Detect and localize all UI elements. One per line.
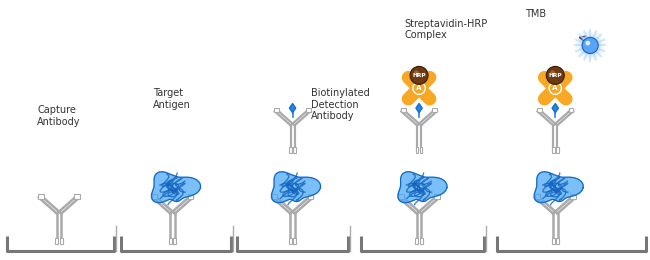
FancyBboxPatch shape (420, 238, 423, 244)
FancyBboxPatch shape (416, 147, 419, 153)
Text: A: A (416, 85, 422, 91)
Text: HRP: HRP (412, 73, 426, 78)
Text: TMB: TMB (525, 9, 547, 19)
Circle shape (576, 31, 604, 60)
Polygon shape (151, 172, 201, 203)
FancyBboxPatch shape (306, 108, 311, 112)
FancyBboxPatch shape (434, 194, 440, 199)
Circle shape (586, 41, 590, 46)
Circle shape (549, 82, 562, 94)
FancyBboxPatch shape (152, 194, 157, 199)
Polygon shape (534, 172, 583, 203)
Circle shape (546, 66, 564, 84)
Polygon shape (416, 103, 422, 113)
FancyBboxPatch shape (293, 147, 296, 153)
Circle shape (414, 70, 419, 75)
FancyBboxPatch shape (293, 238, 296, 244)
FancyBboxPatch shape (60, 238, 63, 244)
FancyBboxPatch shape (55, 238, 58, 244)
Polygon shape (552, 103, 558, 113)
Circle shape (551, 70, 555, 75)
Circle shape (578, 34, 601, 57)
Circle shape (410, 66, 428, 84)
Polygon shape (289, 103, 296, 113)
FancyBboxPatch shape (432, 108, 437, 112)
FancyBboxPatch shape (188, 194, 193, 199)
FancyBboxPatch shape (556, 238, 559, 244)
FancyBboxPatch shape (420, 147, 423, 153)
Text: HRP: HRP (549, 73, 562, 78)
FancyBboxPatch shape (556, 147, 558, 153)
FancyBboxPatch shape (551, 238, 554, 244)
FancyBboxPatch shape (272, 194, 278, 199)
Text: Streptavidin-HRP
Complex: Streptavidin-HRP Complex (404, 19, 488, 40)
FancyBboxPatch shape (569, 108, 573, 112)
Text: Target
Antigen: Target Antigen (153, 88, 190, 110)
Text: A: A (552, 85, 558, 91)
FancyBboxPatch shape (308, 194, 313, 199)
Circle shape (413, 82, 425, 94)
FancyBboxPatch shape (552, 147, 554, 153)
FancyBboxPatch shape (74, 194, 80, 199)
Polygon shape (272, 172, 320, 203)
Circle shape (580, 36, 600, 55)
FancyBboxPatch shape (571, 194, 576, 199)
FancyBboxPatch shape (174, 238, 176, 244)
FancyBboxPatch shape (537, 108, 542, 112)
Circle shape (582, 37, 598, 54)
Text: Capture
Antibody: Capture Antibody (37, 105, 81, 127)
Polygon shape (398, 172, 447, 203)
FancyBboxPatch shape (398, 194, 404, 199)
FancyBboxPatch shape (274, 108, 280, 112)
Text: Biotinylated
Detection
Antibody: Biotinylated Detection Antibody (311, 88, 369, 121)
FancyBboxPatch shape (534, 194, 540, 199)
FancyBboxPatch shape (169, 238, 172, 244)
FancyBboxPatch shape (289, 238, 292, 244)
FancyBboxPatch shape (401, 108, 406, 112)
FancyBboxPatch shape (415, 238, 419, 244)
FancyBboxPatch shape (289, 147, 292, 153)
FancyBboxPatch shape (38, 194, 44, 199)
